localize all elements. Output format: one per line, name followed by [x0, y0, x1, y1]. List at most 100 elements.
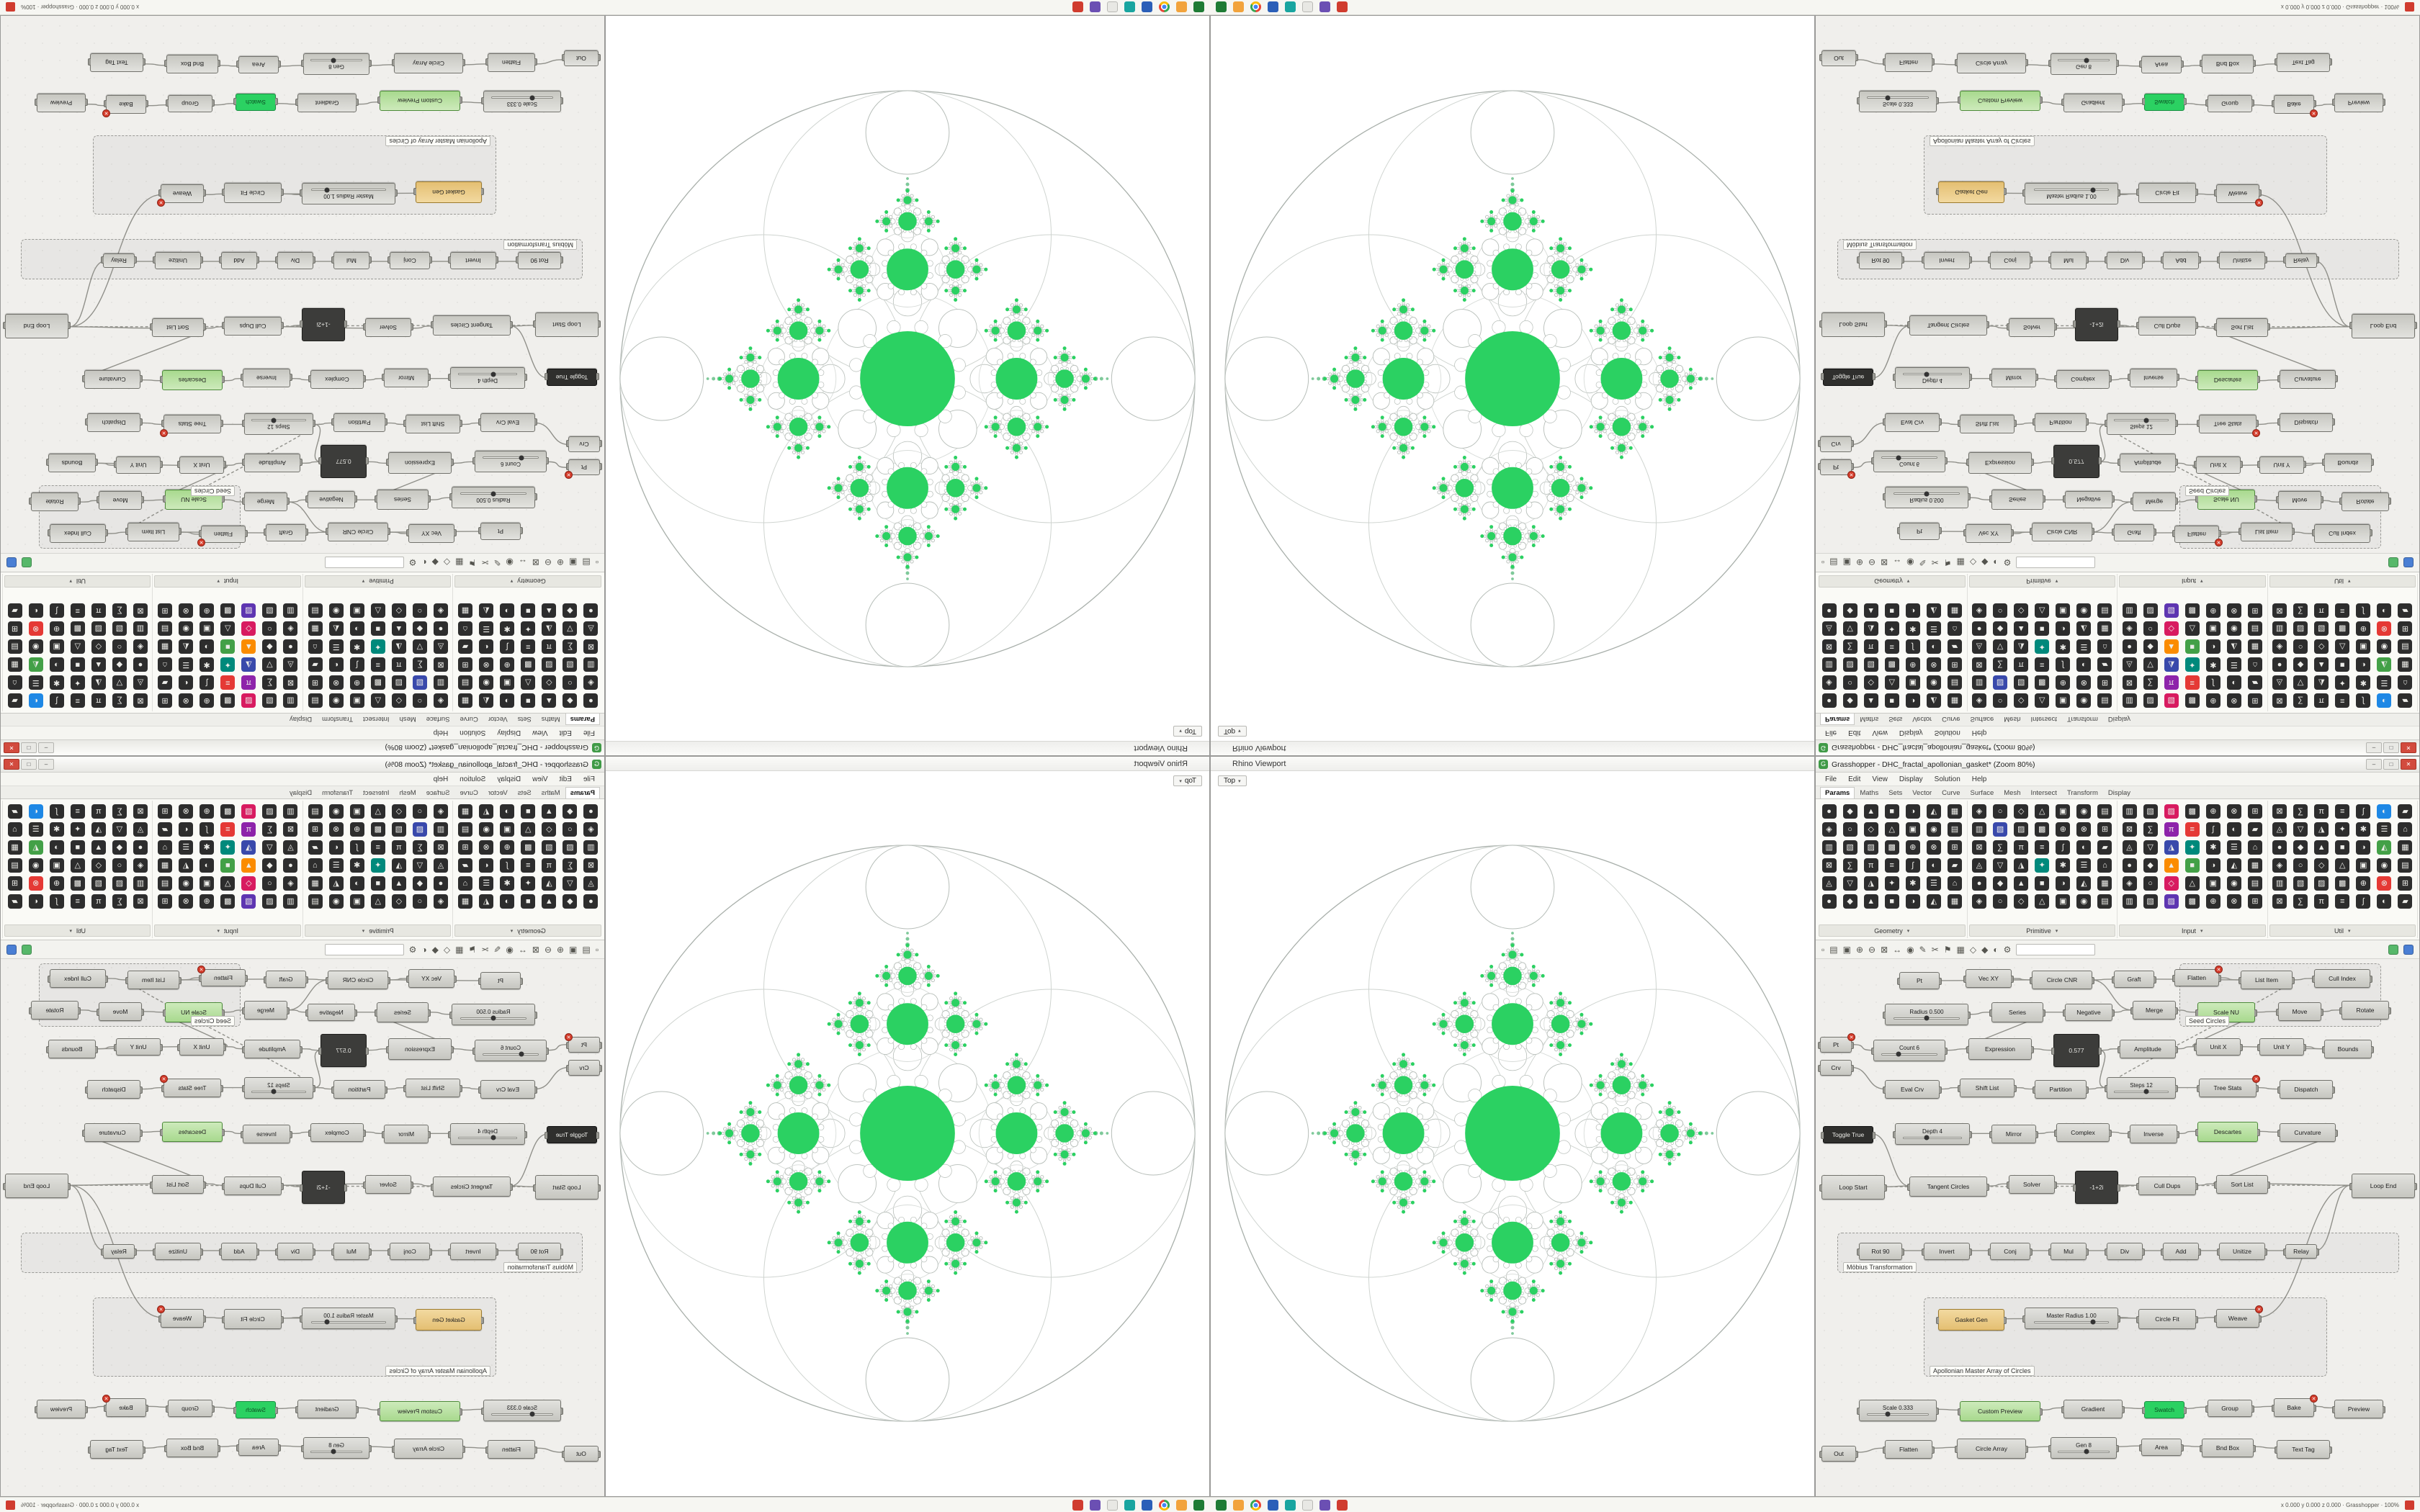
component-icon[interactable]: ▲ — [1863, 894, 1878, 909]
component-icon[interactable]: ▨ — [391, 675, 406, 690]
component-icon[interactable]: ▨ — [2314, 621, 2329, 636]
save-file-icon[interactable]: ▣ — [1842, 944, 1851, 955]
component-icon[interactable]: △ — [370, 603, 385, 618]
gh-node-circle-cnr[interactable]: Circle CNR — [2032, 523, 2092, 541]
component-icon[interactable]: ∑ — [412, 657, 427, 672]
notes-app-icon[interactable] — [1302, 1499, 1313, 1511]
component-icon[interactable]: ▤ — [2398, 639, 2413, 654]
settings-icon[interactable]: ⚙ — [2003, 557, 2012, 568]
node-canvas[interactable]: Seed Circles Möbius Transformation Apollon… — [1816, 959, 2419, 1496]
component-icon[interactable]: ○ — [112, 858, 127, 873]
component-icon[interactable]: ☰ — [28, 675, 43, 690]
component-icon[interactable]: ◆ — [412, 621, 427, 636]
gh-node-eval-crv[interactable]: Eval Crv — [480, 1080, 535, 1099]
component-icon[interactable]: ∫ — [2356, 603, 2371, 618]
node-canvas[interactable]: Seed Circles Möbius Transformation Apollon… — [1, 16, 604, 553]
component-icon[interactable]: △ — [2335, 858, 2350, 873]
gh-node-text-tag[interactable]: Text Tag — [2275, 1440, 2332, 1459]
component-icon[interactable]: ▣ — [349, 603, 364, 618]
component-icon[interactable]: ■ — [2184, 639, 2200, 654]
recorder-app-icon[interactable] — [1072, 1, 1083, 13]
component-icon[interactable]: ◇ — [2014, 603, 2029, 618]
close-button[interactable]: ✕ — [4, 759, 19, 770]
component-icon[interactable]: ▩ — [220, 894, 236, 909]
tab-surface[interactable]: Surface — [426, 789, 450, 797]
component-icon[interactable]: ▧ — [2293, 621, 2308, 636]
component-icon[interactable]: ⌂ — [308, 858, 323, 873]
component-icon[interactable]: ◈ — [2272, 858, 2287, 873]
settings-icon[interactable]: ⚙ — [408, 944, 417, 955]
gh-node-series[interactable]: Series — [377, 490, 429, 510]
component-icon[interactable]: ⊠ — [133, 894, 148, 909]
component-icon[interactable]: ⊕ — [200, 603, 215, 618]
component-icon[interactable]: ▦ — [1947, 804, 1962, 819]
component-icon[interactable]: ▥ — [133, 621, 148, 636]
component-icon[interactable]: ◮ — [2014, 858, 2029, 873]
gh-node-solver[interactable]: Solver — [365, 1175, 411, 1194]
component-icon[interactable]: ▣ — [200, 876, 215, 891]
component-icon[interactable]: ◈ — [283, 621, 298, 636]
gh-node-cull-index[interactable]: Cull Index — [2312, 969, 2372, 988]
component-icon[interactable]: ◬ — [133, 822, 148, 837]
maximize-button[interactable]: □ — [21, 759, 37, 770]
component-icon[interactable]: ≡ — [220, 675, 236, 690]
tab-mesh[interactable]: Mesh — [2004, 789, 2021, 797]
gh-node-tree-stats[interactable]: Tree Stats ✕ — [160, 415, 221, 437]
component-icon[interactable]: ◇ — [1863, 675, 1878, 690]
component-icon[interactable]: ◑ — [2356, 657, 2371, 672]
component-icon[interactable]: ◉ — [2377, 858, 2392, 873]
spreadsheet-app-icon[interactable] — [1216, 1499, 1227, 1511]
component-icon[interactable]: ◈ — [283, 876, 298, 891]
gh-node-radius-0-500[interactable]: Radius 0.500 — [1883, 1004, 1971, 1025]
component-icon[interactable]: ⌂ — [2398, 675, 2413, 690]
component-icon[interactable]: ▩ — [370, 822, 385, 837]
component-icon[interactable]: ◭ — [28, 840, 43, 855]
component-icon[interactable]: ▤ — [2097, 894, 2112, 909]
component-icon[interactable]: ▽ — [563, 621, 578, 636]
component-icon[interactable]: ▧ — [2143, 693, 2158, 708]
component-icon[interactable]: ☰ — [479, 876, 494, 891]
zoom-extents-icon[interactable]: ⊠ — [1881, 944, 1888, 955]
component-icon[interactable]: ▨ — [2014, 822, 2029, 837]
gh-node-radius-0-500[interactable]: Radius 0.500 — [452, 487, 535, 508]
component-icon[interactable]: π — [2314, 603, 2329, 618]
component-icon[interactable]: ▲ — [1863, 693, 1878, 708]
component-icon[interactable]: ◑ — [2205, 639, 2220, 654]
component-icon[interactable]: ◭ — [179, 639, 194, 654]
component-icon[interactable]: ▨ — [241, 804, 256, 819]
component-icon[interactable]: ▲ — [542, 603, 557, 618]
component-icon[interactable]: ∑ — [1842, 858, 1857, 873]
gh-node-text-tag[interactable]: Text Tag — [90, 1440, 143, 1459]
component-icon[interactable]: ◬ — [283, 657, 298, 672]
component-icon[interactable]: ◉ — [328, 894, 344, 909]
component-icon[interactable]: ≡ — [70, 804, 85, 819]
gh-node-negative[interactable]: Negative — [2063, 1004, 2115, 1021]
gh-node-rot-90[interactable]: Rot 90 — [1859, 252, 1902, 269]
component-icon[interactable]: ○ — [412, 894, 427, 909]
component-icon[interactable]: ● — [1821, 894, 1837, 909]
gh-node-group[interactable]: Group — [168, 1400, 212, 1417]
component-icon[interactable]: ▽ — [1842, 876, 1857, 891]
component-icon[interactable]: ◮ — [241, 657, 256, 672]
component-icon[interactable]: ▦ — [1947, 894, 1962, 909]
component-icon[interactable]: ◭ — [179, 858, 194, 873]
menu-display[interactable]: Display — [497, 775, 521, 783]
component-icon[interactable]: ◐ — [479, 639, 494, 654]
component-icon[interactable]: ● — [1972, 876, 1987, 891]
gh-node-mirror[interactable]: Mirror — [1991, 369, 2036, 387]
gh-node-circle-fit[interactable]: Circle Fit — [224, 183, 282, 203]
component-icon[interactable]: ▩ — [220, 693, 236, 708]
component-icon[interactable]: ⊠ — [1972, 657, 1987, 672]
component-icon[interactable]: ▦ — [2398, 840, 2413, 855]
component-icon[interactable]: ∑ — [2293, 693, 2308, 708]
component-icon[interactable]: π — [2314, 894, 2329, 909]
component-icon[interactable]: ☰ — [179, 840, 194, 855]
recorder-app-icon[interactable] — [1072, 1499, 1083, 1511]
component-icon[interactable]: ✱ — [500, 621, 515, 636]
gh-node-merge[interactable]: Merge — [244, 492, 287, 511]
component-icon[interactable]: ⊕ — [500, 657, 515, 672]
component-icon[interactable]: ◆ — [563, 894, 578, 909]
component-icon[interactable]: ◬ — [433, 858, 448, 873]
component-icon[interactable]: ∫ — [500, 639, 515, 654]
gh-node-circle-array[interactable]: Circle Array — [1955, 1439, 2028, 1459]
